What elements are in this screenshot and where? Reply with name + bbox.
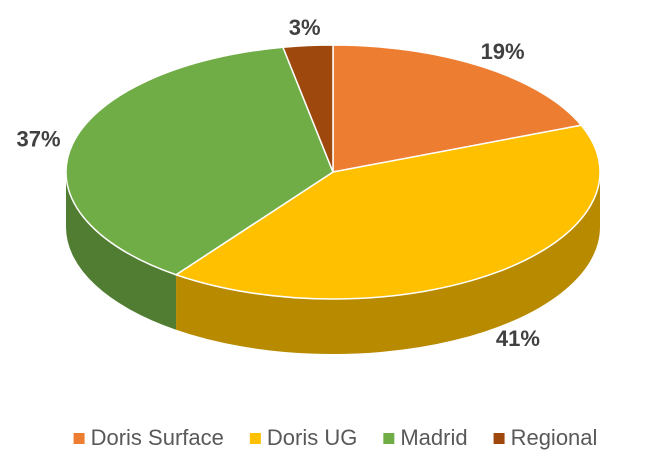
legend-label: Doris Surface	[91, 425, 224, 450]
data-label: 3%	[289, 15, 321, 40]
legend-swatch	[249, 433, 261, 444]
slice-side	[66, 172, 177, 330]
data-label: 37%	[17, 127, 61, 152]
legend-label: Regional	[511, 425, 598, 450]
data-label: 19%	[481, 39, 525, 64]
legend-swatch	[383, 433, 395, 444]
legend: Doris Surface Doris UG Madrid Regional	[73, 425, 598, 450]
legend-item: Doris UG	[249, 425, 357, 450]
slice	[332, 44, 583, 173]
legend-item: Regional	[493, 425, 598, 450]
legend-label: Doris UG	[267, 425, 357, 450]
legend-swatch	[73, 433, 85, 444]
data-label: 41%	[496, 326, 540, 351]
legend-item: Madrid	[383, 425, 468, 450]
legend-label: Madrid	[400, 425, 467, 450]
slice	[281, 44, 334, 173]
slice-side	[176, 172, 600, 354]
slice	[174, 124, 601, 300]
slice	[65, 46, 334, 276]
legend-item: Doris Surface	[73, 425, 224, 450]
legend-swatch	[493, 433, 505, 444]
